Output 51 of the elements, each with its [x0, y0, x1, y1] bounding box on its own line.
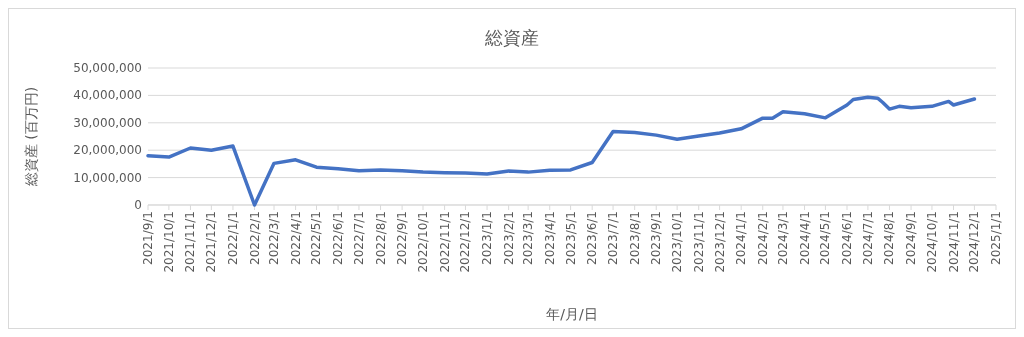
x-tick-label: 2024/1/1	[734, 211, 749, 265]
x-axis-title: 年/月/日	[546, 306, 598, 322]
x-tick-label: 2024/6/1	[840, 211, 855, 265]
x-tick-label: 2023/9/1	[649, 211, 664, 265]
y-tick-label: 0	[134, 198, 142, 212]
x-tick-label: 2023/6/1	[585, 211, 600, 265]
x-tick-label: 2023/10/1	[670, 211, 685, 273]
y-tick-label: 50,000,000	[73, 61, 142, 75]
x-tick-label: 2022/1/1	[225, 211, 240, 265]
x-tick-label: 2021/12/1	[204, 211, 219, 273]
x-tick-label: 2021/11/1	[183, 211, 198, 273]
x-tick-label: 2023/2/1	[501, 211, 516, 265]
x-tick-label: 2024/3/1	[775, 211, 790, 265]
y-tick-label: 10,000,000	[73, 170, 142, 185]
x-tick-label: 2024/4/1	[797, 211, 812, 265]
x-tick-label: 2024/2/1	[755, 211, 770, 265]
y-tick-label: 30,000,000	[73, 115, 142, 130]
x-tick-label: 2023/1/1	[480, 211, 495, 265]
x-tick-label: 2022/3/1	[267, 211, 282, 265]
x-tick-label: 2023/5/1	[563, 211, 578, 265]
x-tick-label: 2022/7/1	[351, 211, 366, 265]
x-tick-label: 2022/6/1	[331, 211, 346, 265]
x-tick-label: 2023/7/1	[606, 211, 621, 265]
x-tick-label: 2024/9/1	[904, 211, 919, 265]
x-tick-label: 2024/10/1	[924, 211, 939, 273]
x-tick-label: 2024/5/1	[818, 211, 833, 265]
x-tick-label: 2023/12/1	[712, 211, 727, 273]
x-tick-label: 2023/3/1	[521, 211, 536, 265]
x-tick-label: 2024/12/1	[967, 211, 982, 273]
y-axis-title: 総資産 (百万円)	[23, 86, 39, 188]
x-tick-label: 2024/7/1	[860, 211, 875, 265]
x-tick-label: 2022/8/1	[373, 211, 388, 265]
x-tick-label: 2023/11/1	[691, 211, 706, 273]
y-tick-label: 40,000,000	[73, 88, 142, 103]
x-tick-label: 2022/10/1	[416, 211, 431, 273]
x-tick-label: 2025/1/1	[989, 211, 1003, 265]
x-tick-label: 2021/10/1	[161, 211, 176, 273]
x-tick-label: 2024/8/1	[882, 211, 897, 265]
x-tick-label: 2022/4/1	[288, 211, 303, 265]
x-tick-label: 2023/4/1	[542, 211, 557, 265]
x-tick-label: 2022/11/1	[437, 211, 452, 273]
x-tick-label: 2023/8/1	[627, 211, 642, 265]
x-tick-label: 2022/12/1	[458, 211, 473, 273]
line-series	[146, 95, 977, 207]
x-tick-label: 2022/2/1	[247, 211, 262, 265]
x-tick-label: 2024/11/1	[946, 211, 961, 273]
x-tick-label: 2022/9/1	[395, 211, 410, 265]
y-tick-label: 20,000,000	[73, 143, 142, 158]
chart-title: 総資産	[484, 27, 539, 48]
x-tick-label: 2022/5/1	[309, 211, 324, 265]
x-tick-label: 2021/9/1	[141, 211, 155, 265]
